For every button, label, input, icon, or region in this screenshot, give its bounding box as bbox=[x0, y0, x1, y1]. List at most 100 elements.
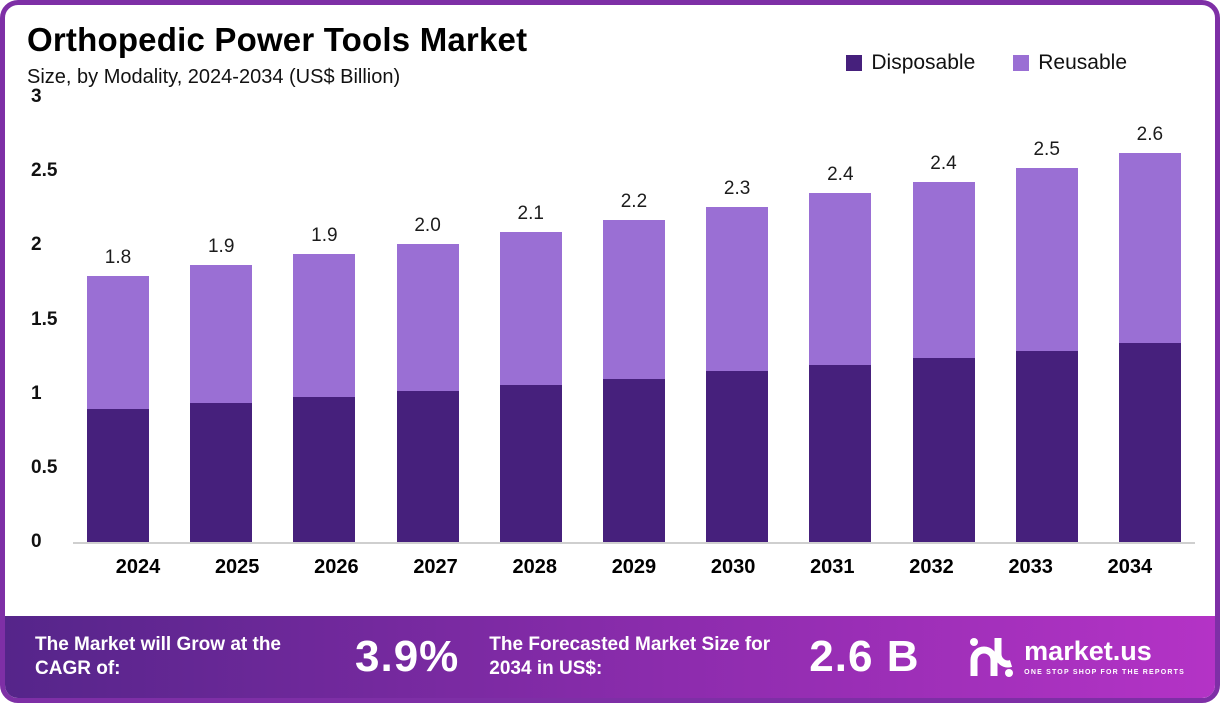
bar-total-label: 2.3 bbox=[723, 177, 751, 199]
x-axis-label: 2025 bbox=[214, 556, 260, 578]
legend-label: Disposable bbox=[871, 51, 976, 74]
segment-disposable bbox=[809, 365, 872, 542]
y-axis: 3 2.5 2 1.5 1 0.5 0 bbox=[25, 86, 73, 552]
segment-disposable bbox=[706, 371, 769, 542]
segment-disposable bbox=[396, 390, 459, 542]
bar-stack bbox=[706, 206, 769, 542]
y-axis-tick: 0.5 bbox=[31, 456, 58, 478]
segment-reusable bbox=[1015, 168, 1078, 351]
x-axis-label: 2030 bbox=[710, 556, 756, 578]
y-axis-tick: 0 bbox=[31, 531, 42, 552]
bar-2029: 2.2 bbox=[602, 191, 665, 542]
segment-reusable bbox=[499, 232, 562, 385]
segment-reusable bbox=[87, 276, 149, 409]
cagr-value: 3.9% bbox=[355, 632, 460, 681]
bar-total-label: 1.9 bbox=[311, 225, 338, 247]
bar-stack bbox=[293, 254, 356, 542]
legend-item-disposable: Disposable bbox=[846, 37, 975, 89]
segment-disposable bbox=[1118, 343, 1181, 542]
brand-tagline: ONE STOP SHOP FOR THE REPORTS bbox=[1024, 669, 1185, 676]
title-block: Orthopedic Power Tools Market Size, by M… bbox=[27, 21, 527, 89]
x-axis: 2024 2025 2026 2027 2028 2029 2030 2031 2032 2033… bbox=[73, 544, 1195, 579]
bars-row: 1.8 1.9 1.9 2.0 2.1 2.2 2.3 2.4 2.4 2.5 2.6 bbox=[73, 97, 1195, 542]
bar-stack bbox=[809, 193, 872, 542]
bar-total-label: 2.0 bbox=[414, 214, 441, 236]
cagr-label: The Market will Grow at the CAGR of: bbox=[35, 634, 281, 679]
bar-stack bbox=[912, 181, 975, 542]
x-axis-label: 2033 bbox=[1008, 556, 1053, 578]
x-axis-label: 2028 bbox=[512, 556, 558, 578]
segment-disposable bbox=[499, 384, 562, 542]
bar-total-label: 1.9 bbox=[207, 235, 235, 257]
stacked-bar-chart: 3 2.5 2 1.5 1 0.5 0 1.8 1.9 1.9 2.0 2.1 2.2 2.3 2.4 2.… bbox=[25, 86, 1195, 616]
bar-2027: 2.0 bbox=[396, 214, 459, 542]
bar-stack bbox=[602, 220, 665, 542]
x-axis-label: 2032 bbox=[909, 556, 954, 578]
market-us-logo-icon bbox=[970, 638, 1014, 677]
x-axis-label: 2026 bbox=[314, 556, 359, 578]
brand-text: market.us ONE STOP SHOP FOR THE REPORTS bbox=[1024, 636, 1185, 677]
bar-2026: 1.9 bbox=[293, 225, 356, 542]
bar-stack bbox=[1015, 168, 1078, 542]
segment-reusable bbox=[912, 181, 975, 359]
legend-swatch bbox=[1013, 55, 1030, 71]
segment-reusable bbox=[396, 243, 459, 391]
segment-reusable bbox=[1118, 153, 1181, 344]
y-axis-tick: 1.5 bbox=[31, 308, 58, 330]
x-axis-label: 2029 bbox=[611, 556, 657, 578]
header: Orthopedic Power Tools Market Size, by M… bbox=[5, 5, 1215, 89]
bar-2032: 2.4 bbox=[912, 152, 975, 542]
bar-2028: 2.1 bbox=[499, 203, 562, 542]
x-axis-label: 2034 bbox=[1107, 556, 1153, 578]
y-axis-tick: 1 bbox=[31, 382, 42, 404]
bar-stack bbox=[190, 264, 253, 542]
legend-swatch bbox=[846, 55, 863, 71]
bar-total-label: 2.1 bbox=[517, 203, 544, 224]
legend-label: Reusable bbox=[1038, 51, 1127, 74]
legend-item-reusable: Reusable bbox=[1013, 37, 1127, 89]
bar-total-label: 2.4 bbox=[930, 152, 957, 174]
segment-reusable bbox=[602, 220, 665, 379]
segment-reusable bbox=[809, 193, 872, 366]
bar-total-label: 2.5 bbox=[1033, 139, 1060, 161]
segment-disposable bbox=[87, 408, 149, 542]
page-subtitle: Size, by Modality, 2024-2034 (US$ Billio… bbox=[27, 66, 401, 88]
footer-banner: The Market will Grow at the CAGR of: 3.9… bbox=[5, 616, 1215, 698]
chart-legend: Disposable Reusable bbox=[846, 21, 1127, 89]
segment-disposable bbox=[293, 396, 356, 542]
segment-reusable bbox=[706, 206, 769, 372]
bar-total-label: 2.4 bbox=[827, 164, 854, 186]
forecast-label: The Forecasted Market Size for 2034 in U… bbox=[489, 634, 771, 679]
y-axis-tick: 2.5 bbox=[31, 160, 58, 182]
segment-disposable bbox=[190, 402, 253, 542]
bar-total-label: 2.2 bbox=[620, 191, 648, 213]
plot-area: 1.8 1.9 1.9 2.0 2.1 2.2 2.3 2.4 2.4 2.5 2.6 bbox=[73, 97, 1195, 544]
bar-2034: 2.6 bbox=[1118, 124, 1181, 542]
segment-disposable bbox=[1015, 350, 1078, 542]
bar-2031: 2.4 bbox=[809, 164, 872, 542]
market-us-logo: market.us ONE STOP SHOP FOR THE REPORTS bbox=[968, 636, 1185, 678]
forecast-value: 2.6 B bbox=[809, 632, 920, 681]
x-axis-label: 2031 bbox=[810, 556, 855, 578]
bar-stack bbox=[1118, 153, 1181, 542]
segment-disposable bbox=[912, 358, 975, 542]
bar-2030: 2.3 bbox=[706, 177, 769, 542]
bar-stack bbox=[396, 243, 459, 542]
segment-reusable bbox=[190, 264, 253, 403]
brand-name: market.us bbox=[1024, 636, 1152, 666]
x-axis-label: 2027 bbox=[413, 556, 458, 578]
segment-disposable bbox=[602, 378, 665, 542]
bar-total-label: 2.6 bbox=[1136, 124, 1164, 146]
bar-2033: 2.5 bbox=[1015, 139, 1078, 542]
x-axis-label: 2024 bbox=[115, 556, 161, 578]
bar-stack bbox=[499, 232, 562, 542]
bar-total-label: 1.8 bbox=[104, 247, 132, 269]
segment-reusable bbox=[293, 254, 356, 397]
y-axis-tick: 3 bbox=[31, 86, 42, 107]
bar-stack bbox=[87, 276, 149, 542]
page-title: Orthopedic Power Tools Market bbox=[27, 21, 528, 58]
bar-2024: 1.8 bbox=[87, 247, 149, 542]
bar-2025: 1.9 bbox=[190, 235, 253, 542]
y-axis-tick: 2 bbox=[31, 234, 42, 256]
